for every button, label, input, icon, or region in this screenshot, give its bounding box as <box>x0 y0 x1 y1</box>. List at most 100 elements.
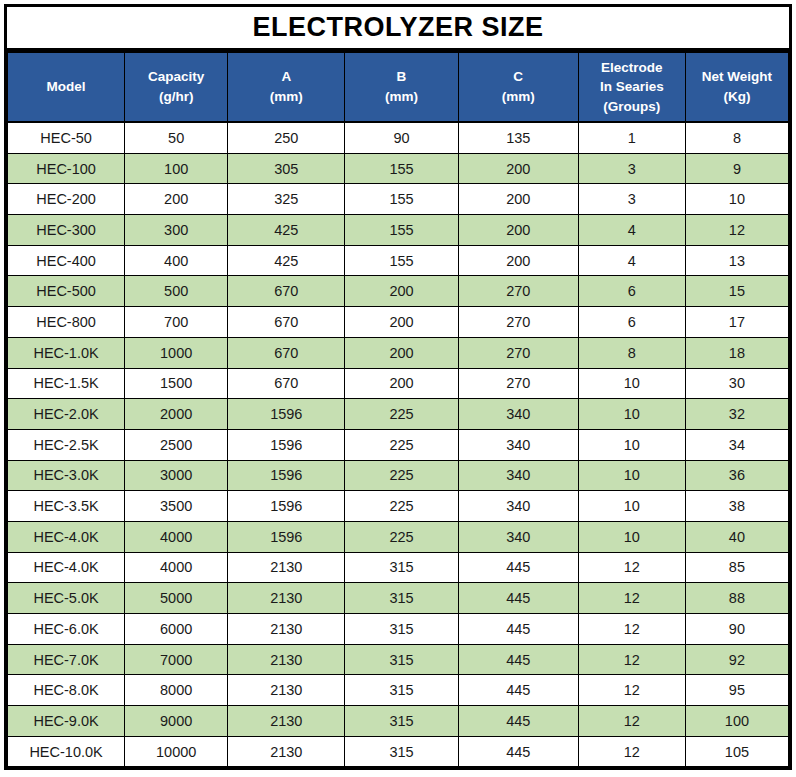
b-mm-cell: 315 <box>345 706 458 737</box>
b-mm-cell: 200 <box>345 276 458 307</box>
net-weight-cell: 92 <box>685 644 788 675</box>
c-mm-cell: 270 <box>458 276 578 307</box>
c-mm-cell: 270 <box>458 307 578 338</box>
model-cell: HEC-2.5K <box>8 429 125 460</box>
table-header: Model Capacity (g/hr) A (mm) B (mm) C (m… <box>8 53 789 123</box>
table-row: HEC-50 50 250 90 135 1 8 <box>8 122 789 153</box>
b-mm-cell: 225 <box>345 429 458 460</box>
electrode-groups-cell: 1 <box>578 122 685 153</box>
a-mm-cell: 670 <box>228 368 345 399</box>
c-mm-cell: 135 <box>458 122 578 153</box>
table-row: HEC-4.0K 4000 1596 225 340 10 40 <box>8 521 789 552</box>
net-weight-cell: 15 <box>685 276 788 307</box>
page-title: ELECTROLYZER SIZE <box>7 7 789 52</box>
net-weight-cell: 85 <box>685 552 788 583</box>
b-mm-cell: 315 <box>345 644 458 675</box>
table-row: HEC-3.0K 3000 1596 225 340 10 36 <box>8 460 789 491</box>
electrode-groups-cell: 12 <box>578 736 685 767</box>
electrode-groups-cell: 12 <box>578 614 685 645</box>
c-mm-cell: 445 <box>458 675 578 706</box>
b-mm-cell: 225 <box>345 521 458 552</box>
net-weight-cell: 100 <box>685 706 788 737</box>
b-mm-cell: 155 <box>345 184 458 215</box>
table-row: HEC-400 400 425 155 200 4 13 <box>8 245 789 276</box>
net-weight-cell: 18 <box>685 337 788 368</box>
net-weight-cell: 8 <box>685 122 788 153</box>
table-row: HEC-4.0K 4000 2130 315 445 12 85 <box>8 552 789 583</box>
a-mm-cell: 2130 <box>228 675 345 706</box>
net-weight-cell: 38 <box>685 491 788 522</box>
electrode-groups-cell: 12 <box>578 552 685 583</box>
b-mm-cell: 315 <box>345 552 458 583</box>
capacity-cell: 6000 <box>125 614 228 645</box>
model-cell: HEC-300 <box>8 215 125 246</box>
header-row: Model Capacity (g/hr) A (mm) B (mm) C (m… <box>8 53 789 123</box>
capacity-cell: 500 <box>125 276 228 307</box>
capacity-cell: 50 <box>125 122 228 153</box>
a-mm-cell: 2130 <box>228 644 345 675</box>
c-mm-cell: 200 <box>458 215 578 246</box>
capacity-cell: 8000 <box>125 675 228 706</box>
table-row: HEC-200 200 325 155 200 3 10 <box>8 184 789 215</box>
electrode-groups-cell: 12 <box>578 583 685 614</box>
model-cell: HEC-9.0K <box>8 706 125 737</box>
capacity-cell: 7000 <box>125 644 228 675</box>
table-row: HEC-5.0K 5000 2130 315 445 12 88 <box>8 583 789 614</box>
capacity-cell: 10000 <box>125 736 228 767</box>
electrolyzer-size-table: Model Capacity (g/hr) A (mm) B (mm) C (m… <box>7 52 789 767</box>
column-header: Model <box>8 53 125 123</box>
table-row: HEC-3.5K 3500 1596 225 340 10 38 <box>8 491 789 522</box>
a-mm-cell: 2130 <box>228 736 345 767</box>
a-mm-cell: 250 <box>228 122 345 153</box>
capacity-cell: 3000 <box>125 460 228 491</box>
capacity-cell: 9000 <box>125 706 228 737</box>
a-mm-cell: 425 <box>228 245 345 276</box>
electrode-groups-cell: 4 <box>578 215 685 246</box>
capacity-cell: 1500 <box>125 368 228 399</box>
model-cell: HEC-50 <box>8 122 125 153</box>
b-mm-cell: 225 <box>345 491 458 522</box>
a-mm-cell: 1596 <box>228 491 345 522</box>
net-weight-cell: 36 <box>685 460 788 491</box>
model-cell: HEC-8.0K <box>8 675 125 706</box>
capacity-cell: 2000 <box>125 399 228 430</box>
table-body: HEC-50 50 250 90 135 1 8 HEC-100 100 305… <box>8 122 789 767</box>
capacity-cell: 3500 <box>125 491 228 522</box>
c-mm-cell: 445 <box>458 583 578 614</box>
model-cell: HEC-6.0K <box>8 614 125 645</box>
net-weight-cell: 30 <box>685 368 788 399</box>
electrode-groups-cell: 4 <box>578 245 685 276</box>
electrode-groups-cell: 12 <box>578 675 685 706</box>
column-header: A (mm) <box>228 53 345 123</box>
capacity-cell: 700 <box>125 307 228 338</box>
a-mm-cell: 2130 <box>228 552 345 583</box>
model-cell: HEC-1.5K <box>8 368 125 399</box>
b-mm-cell: 155 <box>345 245 458 276</box>
c-mm-cell: 445 <box>458 706 578 737</box>
net-weight-cell: 40 <box>685 521 788 552</box>
a-mm-cell: 670 <box>228 337 345 368</box>
electrode-groups-cell: 10 <box>578 460 685 491</box>
model-cell: HEC-800 <box>8 307 125 338</box>
model-cell: HEC-4.0K <box>8 552 125 583</box>
model-cell: HEC-4.0K <box>8 521 125 552</box>
c-mm-cell: 340 <box>458 429 578 460</box>
a-mm-cell: 2130 <box>228 583 345 614</box>
capacity-cell: 200 <box>125 184 228 215</box>
b-mm-cell: 225 <box>345 399 458 430</box>
electrode-groups-cell: 3 <box>578 184 685 215</box>
net-weight-cell: 34 <box>685 429 788 460</box>
a-mm-cell: 670 <box>228 276 345 307</box>
c-mm-cell: 340 <box>458 399 578 430</box>
table-row: HEC-9.0K 9000 2130 315 445 12 100 <box>8 706 789 737</box>
a-mm-cell: 2130 <box>228 614 345 645</box>
model-cell: HEC-400 <box>8 245 125 276</box>
table-row: HEC-2.0K 2000 1596 225 340 10 32 <box>8 399 789 430</box>
column-header: Capacity (g/hr) <box>125 53 228 123</box>
electrode-groups-cell: 8 <box>578 337 685 368</box>
a-mm-cell: 1596 <box>228 399 345 430</box>
electrode-groups-cell: 6 <box>578 276 685 307</box>
net-weight-cell: 17 <box>685 307 788 338</box>
column-header: Net Weight (Kg) <box>685 53 788 123</box>
c-mm-cell: 200 <box>458 153 578 184</box>
